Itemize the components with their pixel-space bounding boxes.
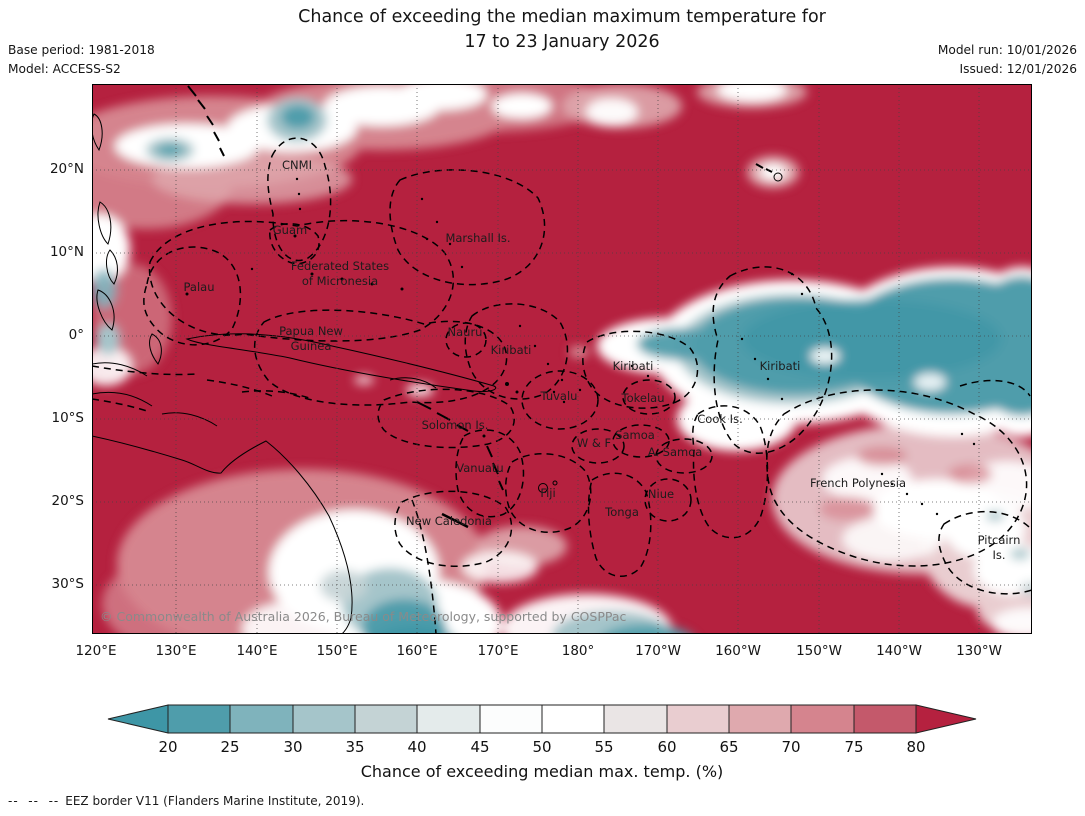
lat-tick-0: 0° — [68, 327, 84, 343]
island-label: Kiribati — [491, 343, 532, 357]
colorbar-tick: 60 — [657, 738, 676, 756]
island-label: Palau — [184, 280, 215, 294]
eez-borders — [92, 137, 1032, 634]
island-label: New Caledonia — [406, 514, 492, 528]
island-label: Kiribati — [613, 359, 654, 373]
title-line2: 17 to 23 January 2026 — [464, 32, 660, 52]
lon-tick-120e: 120°E — [75, 643, 117, 659]
run-metadata-left: Base period: 1981-2018 Model: ACCESS-S2 — [8, 41, 155, 79]
island-label: Federated States — [291, 259, 389, 273]
colorbar-segments — [167, 704, 917, 734]
island-label: Kiribati — [760, 359, 801, 373]
lon-tick-170w: 170°W — [635, 643, 681, 659]
island-label: Guinea — [291, 339, 332, 353]
colorbar-tick: 50 — [532, 738, 551, 756]
colorbar-tick: 70 — [781, 738, 800, 756]
island-label: Tokelau — [621, 391, 665, 405]
colorbar-segment — [292, 704, 356, 734]
colorbar-over-arrow — [915, 704, 977, 734]
colorbar-segment — [666, 704, 730, 734]
lon-tick-130w: 130°W — [956, 643, 1002, 659]
map-frame — [92, 84, 1032, 634]
island-label: Samoa — [615, 428, 655, 442]
atoll-specks — [185, 177, 976, 516]
lon-tick-140w: 140°W — [876, 643, 922, 659]
colorbar-tick: 20 — [158, 738, 177, 756]
colorbar-segment — [603, 704, 668, 734]
lon-tick-140e: 140°E — [236, 643, 278, 659]
island-label: Marshall Is. — [445, 231, 510, 245]
island-label: Fiji — [540, 486, 555, 500]
lat-tick-10n: 10°N — [49, 244, 84, 260]
colorbar-tick: 75 — [844, 738, 863, 756]
lat-tick-10s: 10°S — [51, 410, 85, 426]
page-title: Chance of exceeding the median maximum t… — [92, 5, 1032, 55]
coastlines — [92, 85, 976, 634]
colorbar-tick: 35 — [345, 738, 364, 756]
colorbar-segment — [790, 704, 855, 734]
colorbar-segment — [229, 704, 294, 734]
lon-tick-150w: 150°W — [796, 643, 842, 659]
probability-field-blobs — [92, 84, 1032, 634]
colorbar-segment — [354, 704, 418, 734]
island-label: W & F — [577, 436, 611, 450]
lat-tick-20n: 20°N — [49, 161, 84, 177]
lat-tick-20s: 20°S — [51, 493, 85, 509]
island-label: Papua New — [279, 324, 343, 338]
run-metadata-right: Model run: 10/01/2026 Issued: 12/01/2026 — [938, 41, 1077, 79]
island-label: Nauru — [448, 325, 483, 339]
lon-tick-160e: 160°E — [396, 643, 438, 659]
eez-dash-sample: -- -- -- — [8, 794, 60, 808]
colorbar-segment — [541, 704, 605, 734]
colorbar-tick: 25 — [220, 738, 239, 756]
island-label: Pitcairn — [978, 533, 1021, 547]
issued-label: Issued: 12/01/2026 — [959, 62, 1077, 76]
island-label: Tuvalu — [540, 389, 578, 403]
colorbar-segment — [479, 704, 543, 734]
island-label: French Polynesia — [810, 476, 906, 490]
model-run-label: Model run: 10/01/2026 — [937, 43, 1077, 57]
colorbar: 20 25 30 35 40 45 50 55 60 65 70 75 80 C… — [107, 704, 977, 781]
lat-tick-30s: 30°S — [51, 576, 85, 592]
title-line1: Chance of exceeding the median maximum t… — [298, 7, 826, 27]
colorbar-segment — [167, 704, 231, 734]
lon-tick-130e: 130°E — [155, 643, 197, 659]
island-label: Solomon Is. — [422, 418, 489, 432]
lon-tick-180: 180° — [561, 643, 595, 659]
colorbar-tick: 55 — [594, 738, 613, 756]
eez-footnote-text: EEZ border V11 (Flanders Marine Institut… — [65, 794, 365, 808]
forecast-map: CNMI Guam Marshall Is. Federated States … — [92, 84, 1032, 634]
colorbar-segment — [728, 704, 792, 734]
island-label: CNMI — [282, 158, 312, 172]
base-period-label: Base period: 1981-2018 — [8, 43, 155, 57]
colorbar-segment — [853, 704, 917, 734]
island-label: Cook Is. — [697, 412, 742, 426]
colorbar-tick: 65 — [719, 738, 738, 756]
island-labels: CNMI Guam Marshall Is. Federated States … — [184, 158, 1021, 562]
island-label: of Micronesia — [302, 274, 378, 288]
island-label: Guam — [273, 223, 307, 237]
lon-tick-150e: 150°E — [316, 643, 358, 659]
island-label: A. Samoa — [648, 445, 703, 459]
gridlines — [92, 84, 1032, 634]
lon-tick-160w: 160°W — [715, 643, 761, 659]
island-label: Is. — [992, 548, 1005, 562]
colorbar-tick: 30 — [283, 738, 302, 756]
island-label: Tonga — [604, 505, 639, 519]
model-label: Model: ACCESS-S2 — [8, 62, 121, 76]
colorbar-ticks: 20 25 30 35 40 45 50 55 60 65 70 75 80 — [158, 738, 925, 756]
colorbar-under-arrow — [107, 704, 169, 734]
colorbar-tick: 80 — [906, 738, 925, 756]
colorbar-segment — [416, 704, 481, 734]
island-label: Niue — [648, 487, 674, 501]
forecast-map-canvas: CNMI Guam Marshall Is. Federated States … — [92, 84, 1032, 634]
copyright-notice: © Commonwealth of Australia 2026, Bureau… — [100, 609, 626, 624]
colorbar-title: Chance of exceeding median max. temp. (%… — [361, 762, 724, 781]
colorbar-tick: 45 — [470, 738, 489, 756]
island-label: Vanuatu — [456, 461, 503, 475]
colorbar-tick: 40 — [407, 738, 426, 756]
lon-tick-170e: 170°E — [477, 643, 519, 659]
eez-legend-footnote: -- -- -- EEZ border V11 (Flanders Marine … — [8, 794, 364, 808]
